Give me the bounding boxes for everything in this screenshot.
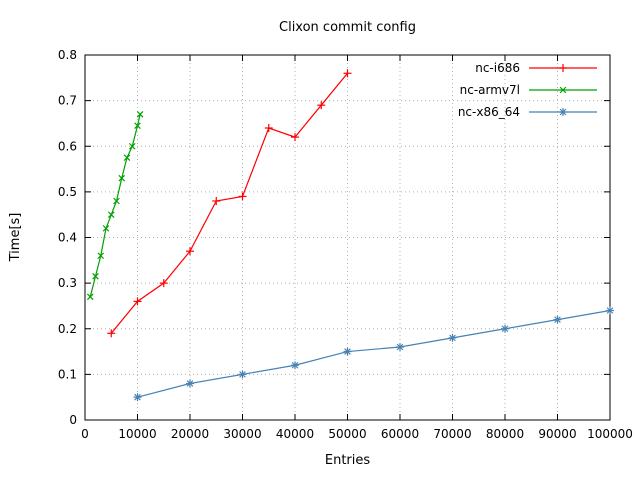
- legend-label-nc-armv7l: nc-armv7l: [460, 83, 520, 97]
- x-tick-label: 90000: [538, 427, 576, 441]
- x-tick-label: 50000: [328, 427, 366, 441]
- x-tick-label: 20000: [171, 427, 209, 441]
- series-line: [137, 309, 611, 398]
- axis-ticks: [84, 54, 611, 421]
- series-nc-i686: [107, 69, 352, 338]
- x-tick-label: 100000: [587, 427, 633, 441]
- y-tick-label: 0.8: [58, 48, 77, 62]
- y-tick-label: 0.3: [58, 276, 77, 290]
- y-tick-label: 0.1: [58, 367, 77, 381]
- x-tick-labels: 0 10000 20000 30000 40000 50000 60000 70000 8000…: [81, 427, 633, 441]
- y-tick-label: 0.4: [58, 231, 77, 245]
- legend: nc-i686 nc-armv7l nc-x86_64: [458, 61, 597, 119]
- x-tick-label: 40000: [276, 427, 314, 441]
- chart-title: Clixon commit config: [279, 20, 416, 35]
- y-tick-label: 0.7: [58, 94, 77, 108]
- series-line: [89, 114, 141, 297]
- series-line: [110, 72, 348, 334]
- legend-label-nc-i686: nc-i686: [475, 61, 520, 75]
- x-tick-label: 0: [81, 427, 89, 441]
- y-tick-label: 0.6: [58, 139, 77, 153]
- legend-sample-nc-i686: [529, 64, 597, 72]
- y-tick-label: 0.5: [58, 185, 77, 199]
- x-tick-label: 80000: [486, 427, 524, 441]
- grid-lines: [84, 54, 611, 421]
- plot-border: [84, 54, 611, 421]
- y-tick-labels: 0 0.1 0.2 0.3 0.4 0.5 0.6 0.7 0.8: [58, 48, 77, 427]
- series-markers: [107, 69, 352, 338]
- x-tick-label: 30000: [223, 427, 261, 441]
- series-nc-armv7l: [86, 111, 144, 301]
- series-nc-x86_64: [133, 306, 614, 402]
- series-markers: [133, 306, 614, 402]
- series-markers: [86, 111, 144, 301]
- x-tick-label: 60000: [381, 427, 419, 441]
- y-tick-label: 0.2: [58, 322, 77, 336]
- y-axis-label: Time[s]: [8, 212, 23, 262]
- x-tick-label: 10000: [118, 427, 156, 441]
- legend-label-nc-x86_64: nc-x86_64: [458, 105, 520, 119]
- x-tick-label: 70000: [433, 427, 471, 441]
- x-axis-label: Entries: [324, 453, 371, 468]
- legend-sample-nc-armv7l: [529, 86, 597, 94]
- y-tick-label: 0: [69, 413, 77, 427]
- legend-sample-nc-x86_64: [529, 108, 597, 116]
